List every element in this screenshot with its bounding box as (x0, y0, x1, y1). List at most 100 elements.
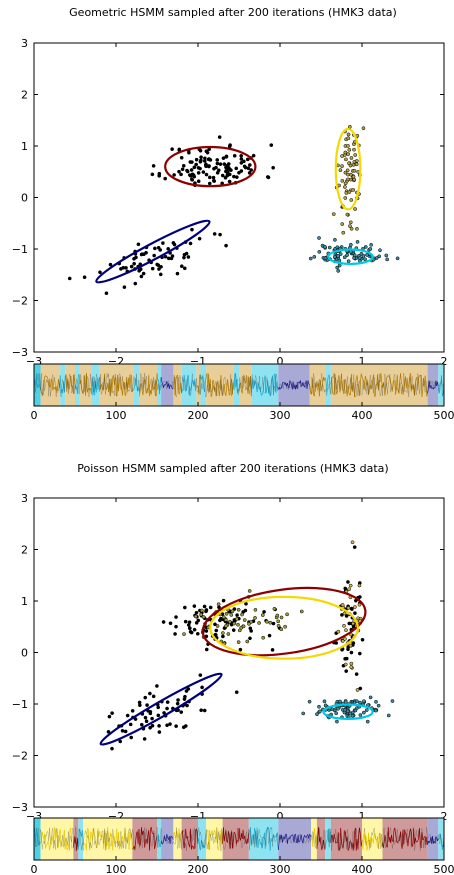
signal-trace (96, 374, 98, 378)
signal-trace (78, 373, 81, 385)
data-point (347, 147, 352, 152)
data-point (119, 267, 123, 271)
signal-trace (365, 841, 368, 846)
signal-trace (222, 382, 224, 396)
signal-trace (400, 373, 402, 383)
signal-trace (106, 373, 108, 378)
data-point (67, 276, 72, 281)
signal-trace (360, 837, 362, 846)
signal-trace (85, 387, 87, 389)
signal-trace (402, 385, 404, 392)
signal-trace (58, 833, 60, 846)
data-point (129, 735, 134, 740)
data-point (351, 174, 356, 179)
signal-trace (200, 839, 202, 851)
signal-trace (373, 833, 375, 844)
signal-trace (42, 379, 45, 387)
y-tick-label: −1 (12, 698, 28, 711)
signal-trace (133, 847, 136, 851)
data-point (346, 177, 350, 182)
signal-trace (46, 831, 48, 837)
signal-trace (173, 831, 176, 835)
data-point (346, 136, 351, 141)
signal-trace (49, 378, 51, 397)
signal-trace (148, 375, 150, 397)
signal-trace (279, 836, 281, 844)
signal-trace (432, 380, 434, 390)
signal-trace (82, 389, 85, 395)
data-point (266, 175, 271, 180)
signal-trace (288, 383, 290, 385)
signal-trace (283, 835, 285, 838)
signal-trace (111, 829, 113, 840)
data-point (346, 152, 351, 156)
signal-trace (40, 841, 42, 844)
signal-trace (332, 392, 334, 395)
signal-trace (431, 836, 433, 843)
data-point (168, 722, 172, 726)
signal-trace (158, 834, 160, 846)
signal-trace (278, 838, 280, 844)
signal-trace (142, 376, 144, 390)
data-point (342, 255, 347, 260)
signal-trace (204, 843, 206, 849)
signal-trace (211, 380, 214, 395)
data-point (317, 704, 321, 709)
data-point (357, 256, 362, 260)
signal-trace (154, 845, 156, 849)
signal-trace (61, 379, 63, 385)
signal-trace (195, 828, 197, 849)
signal-trace (112, 836, 114, 851)
signal-trace (263, 392, 265, 394)
signal-trace (387, 375, 390, 377)
signal-trace (390, 387, 392, 393)
signal-trace (71, 847, 73, 849)
data-point (161, 620, 166, 624)
signal-trace (166, 834, 168, 838)
data-point (299, 609, 304, 614)
signal-trace (264, 392, 266, 394)
data-point (204, 172, 209, 177)
signal-trace (45, 375, 47, 377)
signal-trace (309, 388, 312, 394)
signal-trace (419, 388, 421, 395)
signal-trace (383, 381, 385, 388)
signal-trace (394, 840, 396, 845)
data-point (204, 149, 209, 154)
data-point (361, 126, 366, 131)
data-point (355, 226, 359, 231)
signal-trace (69, 373, 71, 376)
signal-trace (276, 833, 278, 844)
data-point (224, 243, 228, 248)
signal-trace (313, 835, 315, 846)
data-point (226, 632, 231, 636)
data-point (334, 711, 339, 716)
signal-trace (247, 836, 249, 844)
signal-trace (55, 384, 57, 397)
signal-trace (201, 841, 204, 849)
data-point (343, 586, 348, 591)
signal-trace (79, 374, 81, 384)
signal-trace (104, 376, 106, 395)
signal-trace (213, 842, 215, 844)
signal-trace (107, 831, 109, 842)
signal-trace (187, 835, 189, 838)
signal-trace (324, 389, 326, 393)
signal-trace (390, 382, 392, 386)
data-point (148, 691, 152, 696)
signal-trace (210, 838, 213, 841)
signal-trace (59, 838, 61, 843)
signal-trace (146, 838, 149, 843)
signal-trace (371, 379, 373, 389)
data-point (350, 713, 355, 718)
signal-trace (265, 388, 268, 394)
signal-trace (362, 841, 364, 850)
signal-trace (169, 384, 172, 387)
strip-x-tick-label: 200 (188, 863, 209, 875)
signal-trace (347, 384, 350, 390)
signal-trace (101, 834, 104, 837)
signal-trace (138, 843, 140, 849)
signal-trace (97, 381, 100, 390)
signal-trace (218, 382, 220, 389)
